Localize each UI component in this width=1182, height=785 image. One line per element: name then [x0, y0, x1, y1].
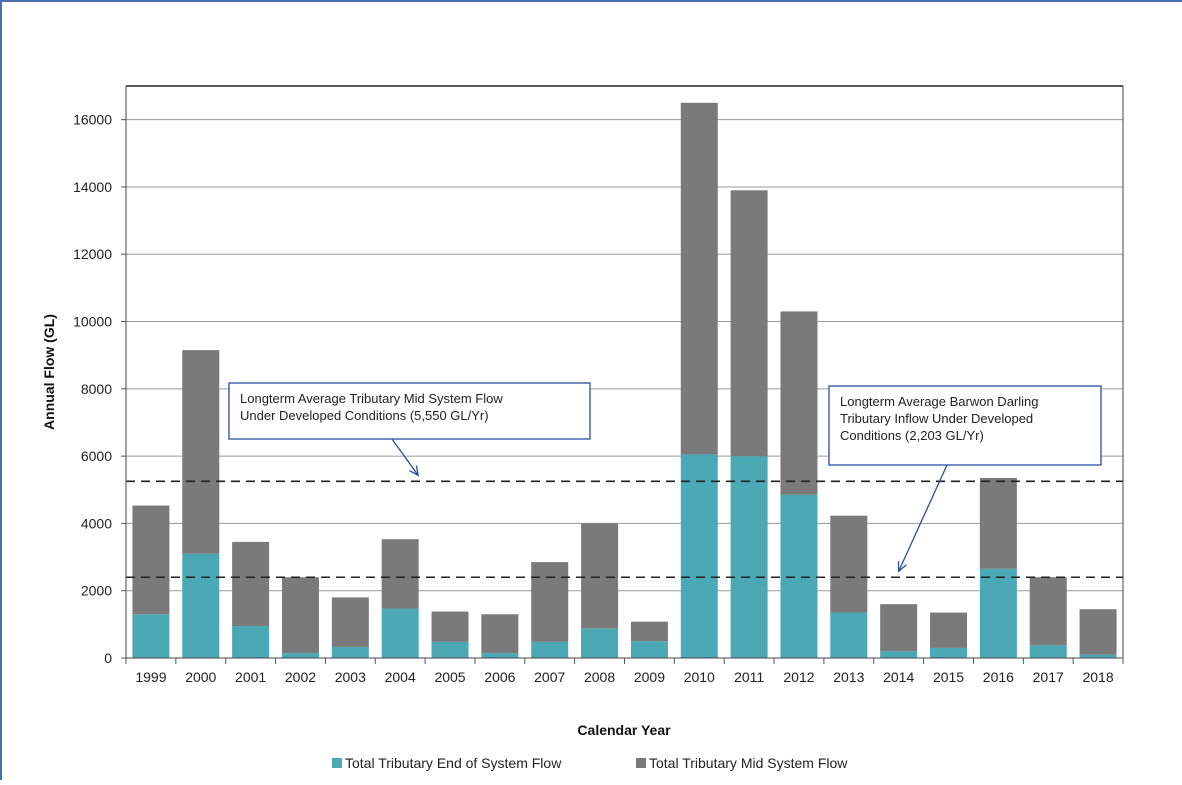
bar-mid-system — [232, 541, 270, 627]
bar-mid-system — [880, 604, 918, 652]
legend-label-mid-system: Total Tributary Mid System Flow — [649, 755, 848, 771]
annotation-callout: Longterm Average Barwon Darling Tributary… — [828, 385, 1102, 573]
bar-end-of-system — [331, 646, 369, 658]
y-tick-label: 6000 — [81, 448, 112, 464]
bar-mid-system — [979, 477, 1017, 569]
y-tick-labels: 0 2000 4000 6000 8000 10000 12000 14000 16000 — [73, 112, 112, 666]
x-tick-label: 2012 — [783, 669, 814, 685]
x-tick-label: 2005 — [434, 669, 465, 685]
x-tick-labels: 1999 2000 2001 2002 2003 2004 2005 2006 2007 2008… — [135, 669, 1114, 685]
y-tick-label: 10000 — [73, 314, 112, 330]
x-tick-label: 2001 — [235, 669, 266, 685]
annotation-arrow-shaft — [391, 438, 419, 476]
legend: Total Tributary End of System Flow Total… — [332, 755, 848, 771]
bar-end-of-system — [182, 553, 220, 658]
bar-mid-system — [281, 577, 319, 653]
annotation-callout: Longterm Average Tributary Mid System Fl… — [228, 382, 591, 477]
bar-mid-system — [930, 612, 968, 648]
y-tick-label: 14000 — [73, 179, 112, 195]
x-tick-label: 2015 — [933, 669, 964, 685]
bar-end-of-system — [581, 628, 619, 658]
x-tick-label: 2000 — [185, 669, 216, 685]
annotations: Longterm Average Tributary Mid System Fl… — [228, 382, 1102, 573]
x-tick-label: 2006 — [484, 669, 515, 685]
bar-mid-system — [1029, 577, 1067, 646]
bar-mid-system — [182, 350, 220, 554]
bar-mid-system — [531, 562, 569, 642]
bar-end-of-system — [531, 641, 569, 658]
axes — [125, 85, 1124, 664]
bar-end-of-system — [730, 456, 768, 658]
reference-lines — [126, 480, 1123, 579]
bar-mid-system — [381, 539, 419, 609]
bar-mid-system — [431, 611, 469, 642]
bar-end-of-system — [381, 608, 419, 658]
x-tick-label: 2013 — [833, 669, 864, 685]
x-tick-label: 2009 — [634, 669, 665, 685]
legend-label-end-of-system: Total Tributary End of System Flow — [345, 755, 562, 771]
bar-end-of-system — [232, 626, 270, 658]
annotation-arrow-head — [409, 465, 420, 477]
annotation-box — [828, 385, 1102, 466]
annotation-text: Tributary Inflow Under Developed — [840, 411, 1033, 426]
x-tick-label: 2017 — [1033, 669, 1064, 685]
bar-mid-system — [830, 515, 868, 613]
x-tick-label: 2014 — [883, 669, 914, 685]
bar-end-of-system — [830, 612, 868, 658]
bar-end-of-system — [930, 647, 968, 658]
legend-swatch-end-of-system — [332, 758, 342, 768]
bar-end-of-system — [780, 494, 818, 658]
bar-end-of-system — [1079, 654, 1117, 658]
x-axis-label: Calendar Year — [577, 722, 671, 738]
bar-mid-system — [581, 523, 619, 629]
annotation-text: Conditions (2,203 GL/Yr) — [840, 428, 984, 443]
bar-end-of-system — [481, 652, 519, 658]
bar-end-of-system — [431, 641, 469, 658]
x-tick-label: 2018 — [1082, 669, 1113, 685]
bar-end-of-system — [132, 614, 170, 658]
annotation-text: Longterm Average Barwon Darling — [840, 394, 1039, 409]
y-tick-label: 8000 — [81, 381, 112, 397]
bar-mid-system — [630, 621, 668, 642]
x-tick-label: 1999 — [135, 669, 166, 685]
legend-swatch-mid-system — [636, 758, 646, 768]
bar-end-of-system — [680, 454, 718, 658]
x-tick-label: 2007 — [534, 669, 565, 685]
bar-mid-system — [331, 597, 369, 647]
x-tick-label: 2002 — [285, 669, 316, 685]
bar-end-of-system — [630, 641, 668, 658]
y-tick-label: 4000 — [81, 515, 112, 531]
x-tick-label: 2016 — [983, 669, 1014, 685]
bar-mid-system — [481, 614, 519, 653]
bar-end-of-system — [1029, 645, 1067, 658]
y-tick-label: 0 — [104, 650, 112, 666]
annotation-arrow-head — [897, 561, 907, 573]
annotation-box — [228, 382, 591, 440]
bar-end-of-system — [880, 651, 918, 658]
y-tick-label: 16000 — [73, 112, 112, 128]
x-tick-label: 2010 — [684, 669, 715, 685]
y-tick-label: 2000 — [81, 583, 112, 599]
x-tick-label: 2011 — [734, 669, 764, 685]
bar-mid-system — [730, 190, 768, 457]
bar-end-of-system — [979, 568, 1017, 658]
bar-mid-system — [680, 102, 718, 455]
y-axis-label: Annual Flow (GL) — [41, 314, 57, 430]
bar-mid-system — [780, 311, 818, 495]
y-tick-label: 12000 — [73, 246, 112, 262]
annotation-text: Under Developed Conditions (5,550 GL/Yr) — [240, 408, 489, 423]
x-tick-label: 2003 — [335, 669, 366, 685]
bars — [132, 102, 1117, 658]
annotation-arrow-shaft — [898, 464, 948, 572]
annotation-text: Longterm Average Tributary Mid System Fl… — [240, 391, 503, 406]
bar-mid-system — [132, 505, 170, 615]
x-tick-label: 2004 — [385, 669, 416, 685]
x-tick-label: 2008 — [584, 669, 615, 685]
bar-mid-system — [1079, 609, 1117, 655]
bar-end-of-system — [281, 652, 319, 658]
